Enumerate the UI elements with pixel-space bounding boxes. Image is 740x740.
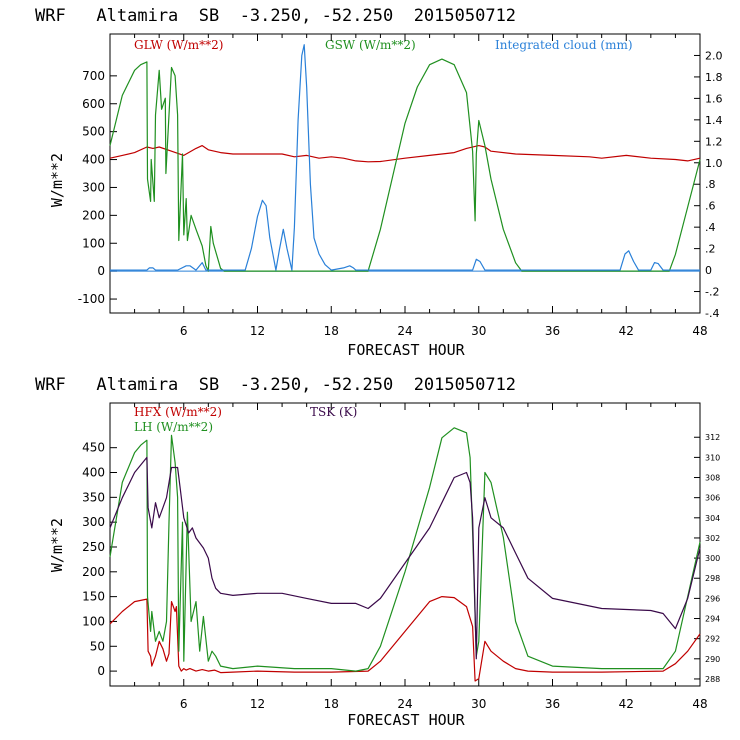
y2-tick-label: 288 bbox=[705, 675, 720, 684]
x-tick-label: 36 bbox=[545, 697, 560, 711]
legend-lh: LH (W/m**2) bbox=[134, 420, 213, 434]
y2-tick-label: 300 bbox=[705, 554, 720, 563]
x-tick-label: 42 bbox=[619, 324, 634, 338]
y2-tick-label: 302 bbox=[705, 534, 720, 543]
x-tick-label: 18 bbox=[324, 324, 339, 338]
chart-title: WRF Altamira SB -3.250, -52.250 20150507… bbox=[35, 375, 516, 395]
series-line-2 bbox=[110, 44, 700, 271]
y-tick-label: 300 bbox=[82, 180, 105, 194]
y2-tick-label: 0 bbox=[705, 264, 712, 277]
y2-tick-label: .8 bbox=[705, 178, 716, 191]
y-axis-label: W/m**2 bbox=[48, 153, 66, 207]
series-line-0 bbox=[109, 595, 701, 682]
x-tick-label: 48 bbox=[692, 324, 707, 338]
y2-tick-label: .2 bbox=[705, 243, 716, 256]
y-tick-label: 600 bbox=[82, 97, 105, 111]
y-tick-label: 450 bbox=[82, 441, 105, 455]
plot-frame bbox=[109, 402, 701, 687]
y-tick-label: 500 bbox=[82, 125, 105, 139]
y-tick-label: 700 bbox=[82, 69, 105, 83]
x-tick-label: 6 bbox=[180, 697, 188, 711]
x-tick-label: 30 bbox=[471, 697, 486, 711]
panel-bottom: WRF Altamira SB -3.250, -52.250 20150507… bbox=[35, 375, 720, 729]
y2-tick-label: 304 bbox=[705, 514, 720, 523]
y-tick-label: 200 bbox=[82, 565, 105, 579]
y-tick-label: 100 bbox=[82, 614, 105, 628]
y2-tick-label: 298 bbox=[705, 574, 720, 583]
y-tick-label: 150 bbox=[82, 590, 105, 604]
y2-tick-label: 296 bbox=[705, 594, 720, 603]
y-tick-label: -100 bbox=[78, 292, 105, 306]
panel-top: WRF Altamira SB -3.250, -52.250 20150507… bbox=[35, 6, 723, 359]
x-tick-label: 12 bbox=[250, 697, 265, 711]
chart-title: WRF Altamira SB -3.250, -52.250 20150507… bbox=[35, 6, 516, 26]
y2-tick-label: 290 bbox=[705, 655, 720, 664]
legend-tsk: TSK (K) bbox=[310, 405, 357, 419]
x-tick-label: 12 bbox=[250, 324, 265, 338]
series-line-2 bbox=[109, 456, 701, 660]
y2-tick-label: -.4 bbox=[705, 307, 719, 320]
y2-tick-label: 1.4 bbox=[705, 114, 723, 127]
legend-cloud: Integrated cloud (mm) bbox=[495, 38, 633, 52]
x-axis-label: FORECAST HOUR bbox=[347, 341, 465, 359]
y2-tick-label: .4 bbox=[705, 221, 716, 234]
x-tick-label: 42 bbox=[619, 697, 634, 711]
legend-hfx: HFX (W/m**2) bbox=[134, 405, 222, 419]
x-tick-label: 6 bbox=[180, 324, 188, 338]
y-tick-label: 350 bbox=[82, 490, 105, 504]
series-line-0 bbox=[109, 145, 701, 163]
x-tick-label: 30 bbox=[471, 324, 486, 338]
y-tick-label: 300 bbox=[82, 515, 105, 529]
y-tick-label: 50 bbox=[90, 639, 105, 653]
y2-tick-label: 310 bbox=[705, 453, 720, 462]
legend-glw: GLW (W/m**2) bbox=[134, 38, 223, 52]
y2-tick-label: 308 bbox=[705, 474, 720, 483]
y2-tick-label: 1.8 bbox=[705, 71, 723, 84]
legend-gsw: GSW (W/m**2) bbox=[325, 38, 416, 52]
y2-tick-label: 2.0 bbox=[705, 49, 723, 62]
y2-tick-label: 294 bbox=[705, 615, 720, 624]
y-tick-label: 250 bbox=[82, 540, 105, 554]
x-axis-label: FORECAST HOUR bbox=[347, 711, 465, 729]
y2-tick-label: 306 bbox=[705, 494, 720, 503]
x-tick-label: 24 bbox=[397, 324, 412, 338]
y2-tick-label: 1.2 bbox=[705, 135, 723, 148]
y2-tick-label: .6 bbox=[705, 200, 716, 213]
y2-tick-label: -.2 bbox=[705, 286, 719, 299]
y2-tick-label: 1.0 bbox=[705, 157, 723, 170]
y-tick-label: 400 bbox=[82, 153, 105, 167]
series-line-1 bbox=[109, 427, 701, 672]
x-tick-label: 24 bbox=[397, 697, 412, 711]
x-tick-label: 48 bbox=[692, 697, 707, 711]
y2-tick-label: 312 bbox=[705, 433, 720, 442]
x-tick-label: 36 bbox=[545, 324, 560, 338]
y-tick-label: 0 bbox=[97, 264, 105, 278]
y2-tick-label: 292 bbox=[705, 635, 720, 644]
y-tick-label: 100 bbox=[82, 236, 105, 250]
y-axis-label: W/m**2 bbox=[48, 518, 66, 572]
y-tick-label: 400 bbox=[82, 466, 105, 480]
y-tick-label: 0 bbox=[97, 664, 105, 678]
series-line-1 bbox=[109, 58, 701, 272]
x-tick-label: 18 bbox=[324, 697, 339, 711]
y2-tick-label: 1.6 bbox=[705, 92, 723, 105]
y-tick-label: 200 bbox=[82, 208, 105, 222]
